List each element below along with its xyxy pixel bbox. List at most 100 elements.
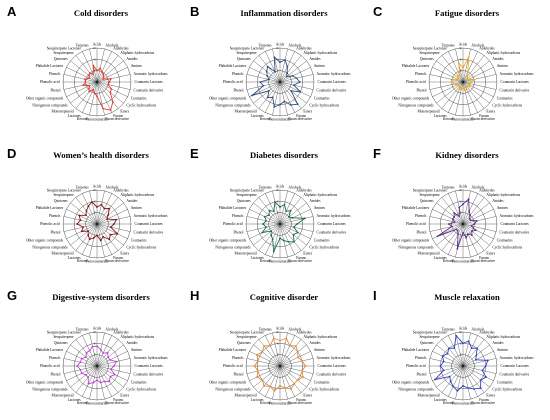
data-point — [290, 104, 292, 106]
spoke — [432, 365, 464, 381]
category-label: Coumarins — [131, 380, 147, 384]
data-point — [466, 75, 469, 78]
category-label: Phthalide Lactones — [36, 64, 64, 68]
category-label: Amines — [497, 206, 509, 210]
data-point — [446, 352, 449, 355]
data-point — [274, 201, 276, 203]
spoke — [96, 81, 128, 97]
category-label: Sesquiterpene Lactones — [413, 46, 448, 50]
spoke — [429, 223, 464, 232]
data-point — [295, 345, 297, 347]
data-point — [279, 206, 281, 208]
category-label: Furans — [296, 114, 306, 118]
category-label: Other organic compounds — [209, 380, 247, 384]
spoke — [441, 197, 464, 225]
spoke — [96, 365, 131, 374]
spoke — [462, 358, 497, 367]
category-label: Sesquiterpene Lactones — [47, 330, 82, 334]
spoke — [279, 223, 311, 239]
category-label: Amides — [309, 57, 321, 61]
category-label: Monoterpenoid — [417, 110, 439, 114]
data-point — [88, 349, 91, 352]
data-point — [108, 81, 111, 83]
data-point — [467, 56, 470, 59]
spoke — [279, 216, 314, 225]
tick-label: 20 — [93, 212, 96, 215]
category-label: Phenolic acid — [223, 222, 243, 226]
spoke — [279, 60, 307, 83]
category-label: Cyclic hydrocarbons — [492, 246, 522, 250]
data-point — [470, 81, 473, 83]
category-label: Lactones — [251, 398, 265, 402]
category-label: Phthalide Lactones — [36, 206, 64, 210]
spoke — [246, 358, 281, 367]
spoke — [462, 74, 497, 83]
data-point — [453, 347, 456, 350]
data-point — [475, 219, 478, 222]
data-point — [112, 101, 114, 103]
spoke — [462, 216, 497, 225]
data-point — [279, 103, 281, 106]
category-label: Nitrogenous compounds — [398, 388, 434, 392]
data-point — [88, 74, 90, 77]
spoke — [96, 335, 112, 367]
data-point — [469, 214, 471, 217]
data-point — [96, 95, 98, 98]
spoke — [279, 344, 307, 367]
category-label: Lactones — [434, 398, 448, 402]
category-label: Amides — [309, 341, 321, 345]
category-label: Other organic compounds — [26, 238, 64, 242]
data-point — [92, 73, 95, 76]
spoke — [279, 365, 295, 397]
data-point — [296, 223, 298, 225]
data-point — [469, 219, 472, 222]
chart-title: Digestive-system disorders — [52, 292, 150, 302]
category-label: Monoterpenoid — [417, 252, 439, 256]
data-point — [262, 223, 264, 225]
spoke — [96, 81, 105, 116]
spoke — [455, 332, 464, 367]
spoke — [63, 81, 98, 90]
category-label: Phenols — [415, 214, 427, 218]
spoke — [89, 332, 98, 367]
category-label: Sesquiterpene Lactones — [230, 188, 265, 192]
category-label: Terpenes — [76, 186, 90, 190]
data-point — [103, 207, 106, 210]
category-label: Nitrogenous compounds — [215, 104, 251, 108]
data-point — [116, 232, 119, 235]
category-label: Monoterpenoid — [234, 110, 256, 114]
category-label: Other organic compounds — [209, 238, 247, 242]
chart-title: Muscle relaxation — [434, 292, 500, 302]
category-label: Furocoumarins — [452, 118, 474, 122]
spoke — [96, 223, 128, 239]
category-label: Coumarin derivative — [134, 373, 164, 377]
data-point — [87, 376, 90, 378]
data-point — [467, 387, 469, 389]
spoke — [265, 335, 281, 367]
category-label: Coumarin derivative — [134, 231, 164, 235]
category-label: Phthalide Lactones — [402, 348, 430, 352]
data-point — [304, 365, 307, 367]
spoke — [462, 365, 478, 397]
category-label: Ketones — [260, 259, 272, 263]
category-label: Coumarin Lactones — [501, 80, 530, 84]
category-label: Quinones — [420, 57, 434, 61]
category-label: Phenol — [416, 231, 426, 235]
spoke — [96, 197, 119, 225]
data-point — [274, 70, 276, 73]
data-point — [296, 231, 299, 234]
spoke — [70, 202, 98, 225]
spoke — [96, 365, 119, 393]
category-label: Nitrogenous compounds — [398, 104, 434, 108]
spoke — [462, 365, 494, 381]
data-point — [296, 379, 299, 382]
category-label: Terpenes — [259, 186, 273, 190]
spoke — [436, 60, 464, 83]
spoke — [279, 202, 307, 225]
tick-label: 60 — [459, 47, 462, 50]
category-label: Phenolic acid — [40, 222, 60, 226]
tick-label: 60 — [276, 331, 279, 334]
data-point — [290, 388, 292, 390]
spoke — [96, 223, 131, 232]
